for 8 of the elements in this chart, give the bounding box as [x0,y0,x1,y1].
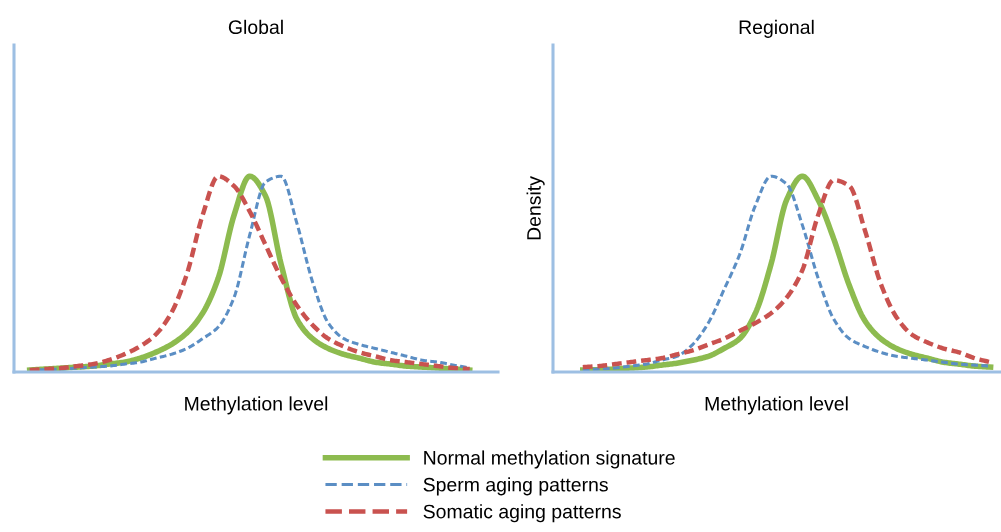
chart-title: Regional [739,19,814,38]
x-axis-title: Methylation level [185,396,328,415]
legend-label: Normal methylation signature [424,450,675,469]
legend-label: Somatic aging patterns [423,504,621,523]
y-axis-title: Density [526,176,545,240]
legend-label: Sperm aging patterns [423,477,608,496]
chart-title: Global [228,19,283,35]
x-axis-title: Methylation level [705,396,848,415]
